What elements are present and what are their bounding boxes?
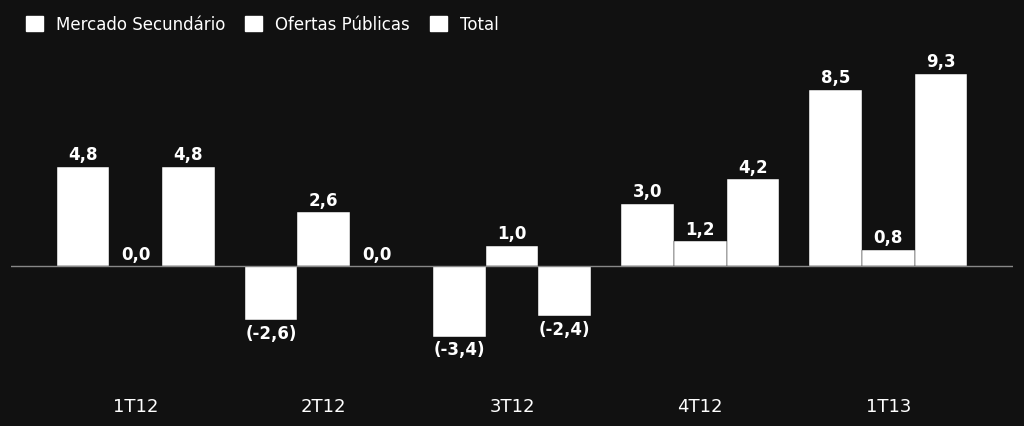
Text: 9,3: 9,3	[926, 53, 955, 71]
Text: 2,6: 2,6	[309, 191, 339, 209]
Text: 8,5: 8,5	[821, 69, 850, 87]
Bar	[433, 267, 485, 337]
Bar	[862, 250, 914, 267]
Bar	[674, 242, 726, 267]
Bar	[622, 204, 674, 267]
Bar	[809, 91, 862, 267]
Text: 1,2: 1,2	[685, 220, 715, 238]
Bar	[726, 180, 779, 267]
Text: 0,8: 0,8	[873, 228, 903, 246]
Text: 1,0: 1,0	[498, 225, 526, 242]
Text: 4,8: 4,8	[174, 146, 203, 164]
Bar	[914, 75, 968, 267]
Bar	[245, 267, 298, 320]
Text: (-3,4): (-3,4)	[433, 341, 485, 359]
Text: (-2,6): (-2,6)	[246, 324, 297, 342]
Text: 0,0: 0,0	[121, 245, 151, 263]
Text: 4,8: 4,8	[69, 146, 97, 164]
Text: (-2,4): (-2,4)	[539, 320, 591, 338]
Bar	[298, 213, 350, 267]
Bar	[56, 167, 110, 267]
Legend: Mercado Secundário, Ofertas Públicas, Total: Mercado Secundário, Ofertas Públicas, To…	[19, 9, 506, 40]
Text: 0,0: 0,0	[361, 245, 391, 263]
Bar	[162, 167, 215, 267]
Bar	[485, 246, 539, 267]
Text: 4,2: 4,2	[738, 158, 768, 176]
Text: 3,0: 3,0	[633, 183, 663, 201]
Bar	[539, 267, 591, 316]
